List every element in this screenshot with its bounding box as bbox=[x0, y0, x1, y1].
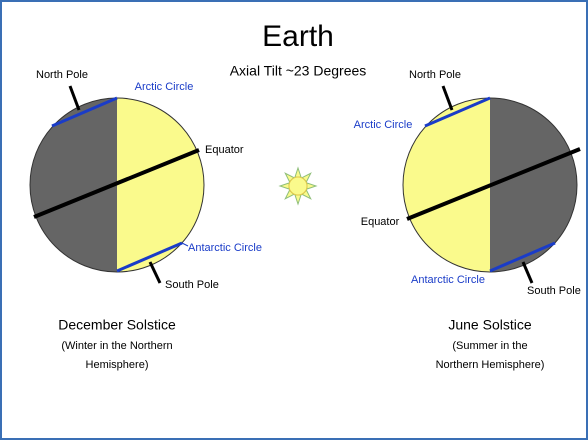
label: Equator bbox=[361, 216, 400, 228]
label: Equator bbox=[205, 144, 244, 156]
label: Antarctic Circle bbox=[188, 242, 262, 254]
label: South Pole bbox=[165, 279, 219, 291]
note: (Summer in the bbox=[452, 340, 527, 352]
note: (Winter in the Northern bbox=[61, 340, 172, 352]
label: Antarctic Circle bbox=[411, 274, 485, 286]
label: North Pole bbox=[36, 69, 88, 81]
subtitle: Axial Tilt ~23 Degrees bbox=[230, 63, 367, 79]
sun bbox=[280, 168, 316, 204]
caption: June Solstice bbox=[448, 317, 531, 333]
label: North Pole bbox=[409, 69, 461, 81]
caption: December Solstice bbox=[58, 317, 176, 333]
title: Earth bbox=[262, 20, 334, 53]
note: Hemisphere) bbox=[86, 359, 149, 371]
note: Northern Hemisphere) bbox=[436, 359, 545, 371]
label: Arctic Circle bbox=[135, 81, 194, 93]
label: South Pole bbox=[527, 285, 581, 297]
label: Arctic Circle bbox=[354, 119, 413, 131]
diagram: Earth Axial Tilt ~23 Degrees North Pole … bbox=[0, 0, 588, 440]
